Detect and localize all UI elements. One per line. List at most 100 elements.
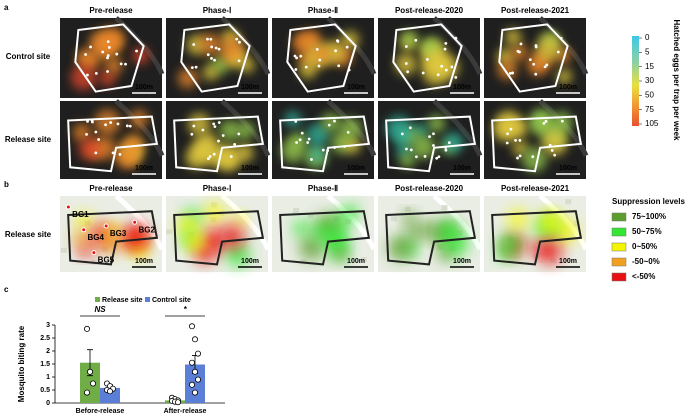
scale-label: 100m [135, 258, 153, 265]
building [307, 213, 314, 219]
y-tick-label: 1 [46, 374, 50, 381]
map-image: 100m [272, 194, 377, 272]
trap [315, 47, 319, 51]
trap [221, 134, 225, 137]
trap [237, 59, 241, 63]
heat-blob [72, 123, 92, 142]
legend-swatch [611, 212, 627, 222]
trap-label: BG1 [72, 210, 89, 219]
road [432, 194, 483, 251]
trap [528, 58, 532, 62]
trap [548, 143, 552, 147]
colorbar-tick-label: 75 [645, 105, 654, 114]
trap [65, 204, 71, 210]
heat-blob [202, 64, 219, 81]
map-image: 100m [166, 194, 271, 272]
heat-blob [219, 119, 241, 141]
trap [132, 219, 138, 225]
trap [343, 145, 346, 148]
trap [550, 149, 554, 152]
scale-label: 100m [347, 165, 365, 172]
column-title: Post-release-2020 [395, 6, 464, 15]
scale-label: 100m [559, 258, 577, 265]
scale-label: 100m [559, 84, 577, 91]
trap [532, 62, 536, 66]
trap [128, 124, 132, 128]
trap [106, 56, 109, 60]
data-point [191, 368, 198, 375]
trap [409, 148, 413, 152]
trap [294, 68, 298, 71]
colorbar-tick-label: 105 [645, 119, 659, 128]
trap [86, 119, 89, 123]
trap [116, 122, 120, 126]
heat-blob [418, 220, 439, 241]
data-point [188, 323, 195, 330]
heat-blob [399, 152, 415, 168]
heat-blob [78, 137, 102, 161]
heat-blob [219, 149, 241, 171]
trap [207, 157, 210, 161]
trap [436, 73, 440, 77]
legend-swatch [95, 297, 100, 302]
trap [444, 68, 448, 72]
scale-label: 100m [241, 258, 259, 265]
heat-blob [498, 232, 522, 256]
trap [435, 156, 439, 160]
trap [119, 62, 123, 66]
heat-blob [94, 109, 121, 136]
heat-blob [504, 28, 522, 46]
scale-label: 100m [453, 258, 471, 265]
trap [106, 70, 109, 73]
scale-label: 100m [241, 165, 259, 172]
trap-label: BG5 [98, 256, 115, 265]
trap [81, 227, 87, 233]
heat-blob [232, 213, 247, 228]
legend-swatch [611, 257, 627, 267]
trap [194, 65, 198, 69]
trap [106, 40, 110, 44]
heat-blob [72, 228, 92, 248]
trap [337, 64, 341, 68]
trap [304, 65, 308, 69]
y-axis-title: Mosquito biting rate [17, 325, 26, 402]
trap [334, 49, 338, 53]
column-title: Phase-Ⅱ [308, 6, 338, 15]
building [293, 207, 300, 213]
panel-label: c [4, 285, 9, 294]
trap [293, 54, 297, 58]
site-boundary [67, 210, 159, 266]
colorbar-title: Hatched eggs per trap per week [672, 20, 681, 141]
trap [238, 40, 241, 44]
heat-blob [123, 222, 150, 249]
building [360, 257, 367, 263]
trap [294, 120, 298, 123]
heat-blob [410, 134, 436, 160]
trap [336, 39, 340, 43]
scale-label: 100m [453, 165, 471, 172]
site-boundary [392, 23, 463, 93]
trap [237, 132, 241, 136]
trap [326, 149, 330, 152]
trap-label: BG3 [110, 229, 127, 238]
y-tick-label: 2 [46, 348, 50, 355]
trap [109, 121, 113, 124]
trap [437, 155, 441, 159]
trap [208, 155, 212, 158]
trap [94, 130, 98, 134]
trap [115, 52, 119, 56]
road [538, 99, 589, 157]
trap [217, 47, 221, 51]
trap [511, 71, 515, 75]
y-tick-label: 3 [46, 322, 50, 329]
trap [298, 138, 302, 142]
colorbar-tick-label: 30 [645, 76, 654, 85]
trap [107, 46, 111, 49]
trap [560, 119, 564, 123]
x-tick-label: After-release [164, 408, 207, 414]
heat-blob [339, 117, 362, 141]
site-boundary [491, 115, 583, 173]
panel-label: a [4, 3, 9, 12]
trap [101, 50, 105, 54]
trap [408, 126, 412, 130]
